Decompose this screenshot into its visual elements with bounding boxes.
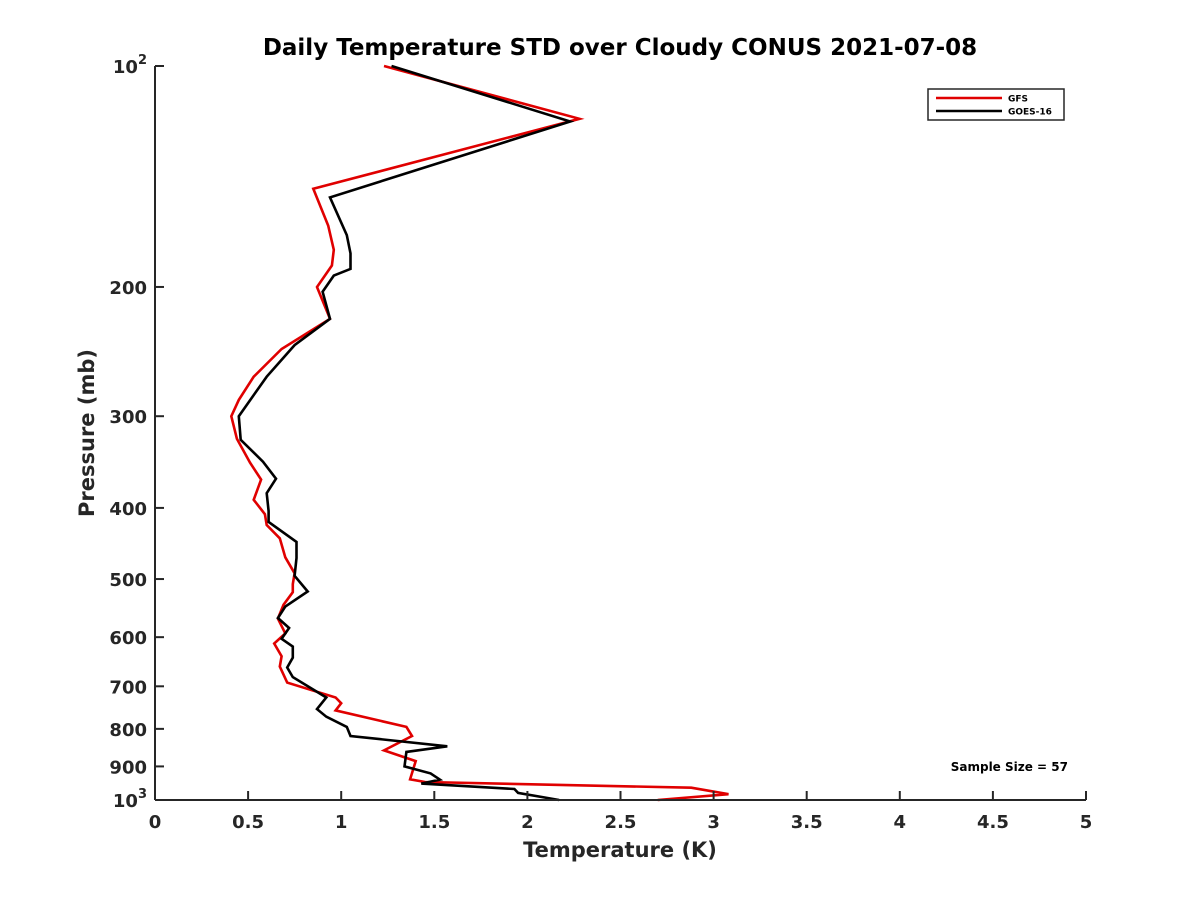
y-tick-label: 103 xyxy=(113,787,147,812)
x-tick-label: 1 xyxy=(335,812,348,833)
plot-area xyxy=(229,64,729,802)
y-tick-label: 500 xyxy=(109,570,147,591)
chart-title: Daily Temperature STD over Cloudy CONUS … xyxy=(263,35,977,61)
axes: 0 0.5 1 1.5 2 2.5 3 3.5 4 4.5 5 102 200 300 400 500 600 7… xyxy=(109,53,1092,833)
y-tick-label: 700 xyxy=(109,677,147,698)
x-tick-label: 0 xyxy=(149,812,162,833)
sample-size-annotation: Sample Size = 57 xyxy=(951,760,1068,774)
x-tick-label: 5 xyxy=(1080,812,1093,833)
x-axis-title: Temperature (K) xyxy=(523,838,717,862)
x-tick-label: 4.5 xyxy=(977,812,1009,833)
y-tick-label: 800 xyxy=(109,720,147,741)
series-line-gfs xyxy=(229,64,729,802)
x-tick-label: 3.5 xyxy=(791,812,823,833)
y-tick-label: 400 xyxy=(109,499,147,520)
series-line-goes-16 xyxy=(237,64,575,802)
y-tick-label: 102 xyxy=(113,53,147,78)
y-axis-title: Pressure (mb) xyxy=(75,349,99,517)
y-tick-label: 600 xyxy=(109,628,147,649)
x-tick-label: 0.5 xyxy=(232,812,264,833)
legend-box xyxy=(927,88,1065,121)
x-tick-label: 4 xyxy=(894,812,907,833)
legend: GFS GOES-16 xyxy=(927,88,1065,121)
x-tick-label: 1.5 xyxy=(418,812,450,833)
x-tick-label: 3 xyxy=(707,812,720,833)
y-tick-label: 900 xyxy=(109,757,147,778)
x-tick-label: 2.5 xyxy=(605,812,637,833)
y-tick-label: 200 xyxy=(109,278,147,299)
y-tick-label: 300 xyxy=(109,407,147,428)
x-tick-label: 2 xyxy=(521,812,534,833)
legend-label: GOES-16 xyxy=(1008,108,1052,118)
plot-frame xyxy=(155,66,1086,800)
legend-label: GFS xyxy=(1008,95,1028,105)
